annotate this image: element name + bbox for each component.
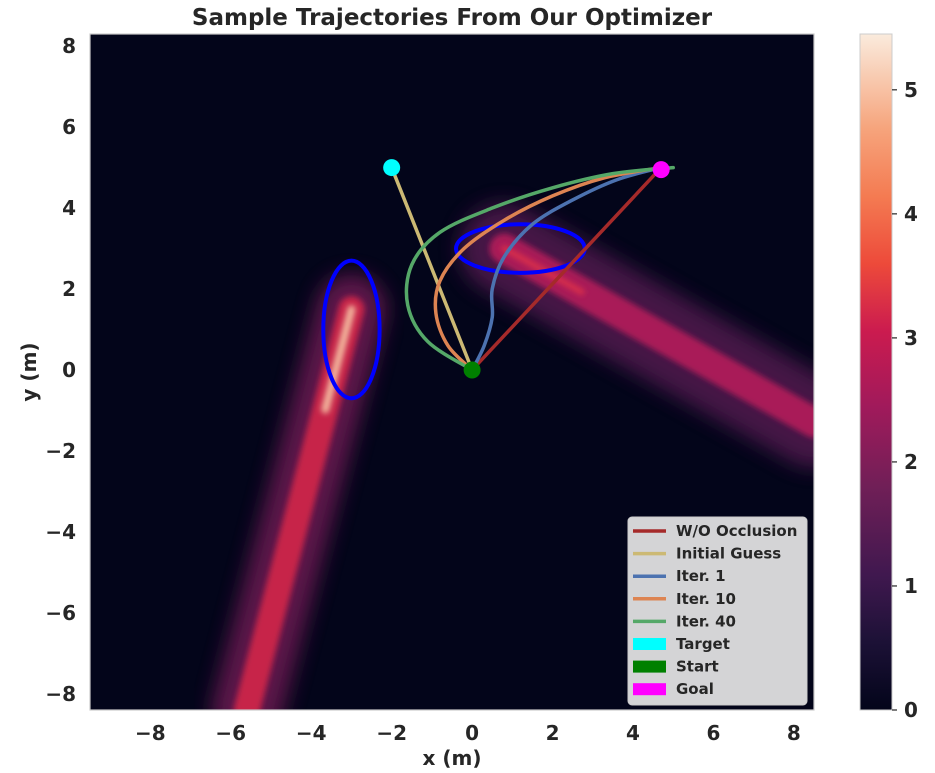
legend-box [627, 516, 808, 706]
x-tick-label: −8 [135, 721, 166, 745]
legend-label: Iter. 40 [676, 612, 736, 630]
colorbar-tick-label: 0 [904, 698, 918, 722]
y-axis-label: y (m) [17, 342, 41, 401]
y-tick-label: 8 [62, 34, 76, 58]
legend-swatch [633, 660, 666, 673]
y-tick-label: −8 [45, 682, 76, 706]
series-line-initial-guess [389, 165, 474, 372]
legend-label: Start [676, 658, 719, 676]
x-tick-label: 0 [465, 721, 479, 745]
x-tick-label: −6 [215, 721, 246, 745]
y-axis-ticks: −8 −6 −4 −2 0 2 4 6 8 [45, 34, 76, 706]
y-tick-label: 6 [62, 115, 76, 139]
x-tick-label: 4 [626, 721, 640, 745]
plot-frame [89, 33, 815, 711]
colorbar-ticks: 0 1 2 3 4 5 [892, 78, 918, 722]
legend-swatch [633, 638, 666, 650]
plot-area [89, 33, 815, 711]
marker-target [383, 159, 401, 177]
legend-label: Initial Guess [676, 545, 781, 563]
colorbar-tick-label: 4 [904, 202, 918, 226]
series-line-iter-1 [470, 165, 663, 372]
y-tick-label: −4 [45, 520, 76, 544]
chart-title: Sample Trajectories From Our Optimizer [192, 5, 713, 31]
legend: W/O Occlusion Initial Guess Iter. 1 Iter. 1… [627, 516, 808, 706]
colorbar: 0 1 2 3 4 5 [859, 33, 918, 722]
marker-goal [652, 161, 670, 179]
legend-label: Iter. 10 [676, 590, 736, 608]
y-tick-label: −2 [45, 439, 76, 463]
series-line-iter-10 [433, 165, 663, 372]
legend-swatch [633, 683, 666, 696]
y-tick-label: −6 [45, 601, 76, 625]
colorbar-tick-label: 1 [904, 574, 918, 598]
colorbar-tick-label: 5 [904, 78, 918, 102]
x-tick-label: 6 [706, 721, 720, 745]
marker-start [463, 361, 481, 379]
x-tick-label: 8 [787, 721, 801, 745]
y-tick-label: 0 [62, 358, 76, 382]
x-tick-label: −2 [376, 721, 407, 745]
heatmap-peak [321, 305, 356, 414]
x-tick-label: −4 [296, 721, 327, 745]
legend-label: W/O Occlusion [676, 522, 797, 540]
x-axis-label: x (m) [423, 746, 482, 770]
legend-label: Iter. 1 [676, 567, 726, 585]
colorbar-tick-label: 2 [904, 450, 918, 474]
legend-label: Target [676, 635, 730, 653]
legend-label: Goal [676, 680, 714, 698]
x-tick-label: 2 [546, 721, 560, 745]
x-axis-ticks: −8 −6 −4 −2 0 2 4 6 8 [135, 721, 801, 745]
series-layer [389, 165, 675, 372]
colorbar-tick-label: 3 [904, 326, 918, 350]
point-layer [383, 159, 670, 379]
series-line-iter-40 [404, 165, 675, 372]
occlusion-ellipse [321, 258, 382, 401]
colorbar-gradient [859, 33, 893, 711]
series-line-w-o-occlusion [470, 165, 663, 372]
y-tick-label: 2 [62, 277, 76, 301]
y-tick-label: 4 [62, 196, 76, 220]
heatmap-layer [211, 203, 814, 710]
